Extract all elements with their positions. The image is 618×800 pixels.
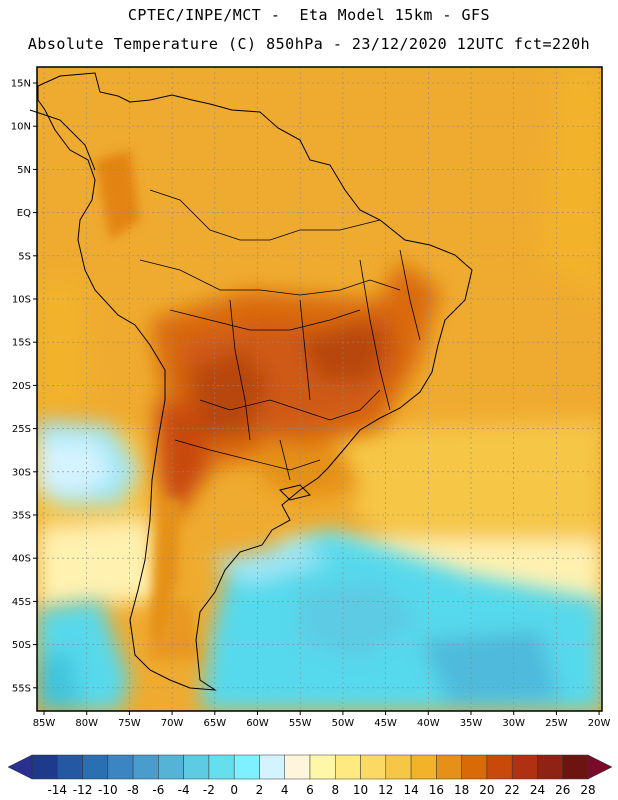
colorbar-label: -4 <box>178 783 190 797</box>
lat-label: 10S <box>12 295 31 306</box>
lat-label: 30S <box>12 467 31 478</box>
colorbar-swatch <box>486 754 513 780</box>
coastlines <box>29 72 473 691</box>
colorbar-label: 12 <box>378 783 393 797</box>
lat-label: 50S <box>12 640 31 651</box>
lat-label: 10N <box>11 122 31 133</box>
lon-label: 80W <box>75 718 98 729</box>
colorbar-swatch <box>335 754 361 780</box>
colorbar-label: 0 <box>230 783 238 797</box>
lon-label: 30W <box>502 718 525 729</box>
colorbar-swatch <box>511 754 538 780</box>
colorbar-label: 28 <box>580 783 595 797</box>
lon-label: 55W <box>289 718 312 729</box>
colorbar-swatch <box>259 754 285 780</box>
colorbar-swatch <box>132 754 159 780</box>
lat-label: 25S <box>12 424 31 435</box>
colorbar-swatch <box>107 754 134 780</box>
colorbar-label: -8 <box>127 783 139 797</box>
lat-label: 45S <box>12 597 31 608</box>
colorbar-swatch <box>562 754 589 780</box>
colorbar-label: 8 <box>331 783 339 797</box>
colorbar-swatch <box>82 754 109 780</box>
lon-label: 20W <box>588 718 611 729</box>
graticule <box>37 67 602 711</box>
color-legend: -14 -12 -10 -8 -6 -4 -2 0 2 4 6 8 10 12 14 16 18 20 22 24 26… <box>7 754 613 797</box>
map-title-line-2: Absolute Temperature (C) 850hPa - 23/12/… <box>27 35 591 53</box>
lon-label: 50W <box>332 718 355 729</box>
colorbar-label: 22 <box>505 783 520 797</box>
lon-label: 40W <box>417 718 440 729</box>
map-title-line-1: CPTEC/INPE/MCT - Eta Model 15km - GFS <box>127 6 491 24</box>
lat-label: 5S <box>18 251 31 262</box>
latitude-axis: 15N 10N 5N EQ 5S 10S 15S 20S 25S 30S 35S 40S 45S 50S 5… <box>11 79 37 694</box>
colorbar-label: 6 <box>306 783 314 797</box>
colorbar-label: 26 <box>555 783 570 797</box>
lon-label: 35W <box>460 718 483 729</box>
lon-label: 25W <box>545 718 568 729</box>
colorbar-label: -10 <box>98 783 118 797</box>
colorbar-label: 14 <box>403 783 418 797</box>
lon-label: 45W <box>374 718 397 729</box>
colorbar-label: 20 <box>479 783 494 797</box>
colorbar-label: 18 <box>454 783 469 797</box>
colorbar-swatch <box>31 754 58 780</box>
colorbar-swatch <box>436 754 462 780</box>
colorbar-label: 4 <box>281 783 289 797</box>
lat-label: EQ <box>17 208 31 219</box>
lon-label: 60W <box>246 718 269 729</box>
colorbar-label: -12 <box>73 783 93 797</box>
colorbar-low-arrow <box>7 754 33 780</box>
lon-label: 70W <box>161 718 184 729</box>
colorbar-swatch <box>461 754 488 780</box>
colorbar-label: 10 <box>353 783 368 797</box>
lon-label: 75W <box>118 718 141 729</box>
colorbar-swatch <box>233 754 260 780</box>
colorbar-swatch <box>57 754 83 780</box>
country-borders <box>139 189 421 481</box>
lat-label: 40S <box>12 554 31 565</box>
colorbar-label: -6 <box>152 783 164 797</box>
colorbar-swatch <box>183 754 210 780</box>
colorbar-swatch <box>158 754 184 780</box>
colorbar-swatch <box>360 754 387 780</box>
colorbar-swatch <box>284 754 311 780</box>
colorbar-swatch <box>208 754 235 780</box>
lat-label: 5N <box>17 165 31 176</box>
temperature-field <box>37 67 602 711</box>
colorbar-label: 2 <box>256 783 264 797</box>
colorbar-label: -14 <box>47 783 67 797</box>
colorbar-label: 24 <box>530 783 545 797</box>
colorbar-high-arrow <box>587 754 613 780</box>
lon-label: 85W <box>33 718 56 729</box>
colorbar-label: 16 <box>429 783 444 797</box>
lon-label: 65W <box>203 718 226 729</box>
colorbar-swatch <box>385 754 412 780</box>
colorbar-label: -2 <box>203 783 215 797</box>
lat-label: 20S <box>12 381 31 392</box>
lat-label: 35S <box>12 511 31 522</box>
colorbar-swatch <box>309 754 336 780</box>
colorbar-swatch <box>537 754 563 780</box>
lat-label: 15S <box>12 338 31 349</box>
lat-label: 15N <box>11 79 31 90</box>
colorbar-swatch <box>410 754 437 780</box>
plot-frame <box>36 66 603 712</box>
lat-label: 55S <box>12 683 31 694</box>
longitude-axis: 85W 80W 75W 70W 65W 60W 55W 50W 45W 40W 35W 30W 25W 2… <box>33 711 611 729</box>
